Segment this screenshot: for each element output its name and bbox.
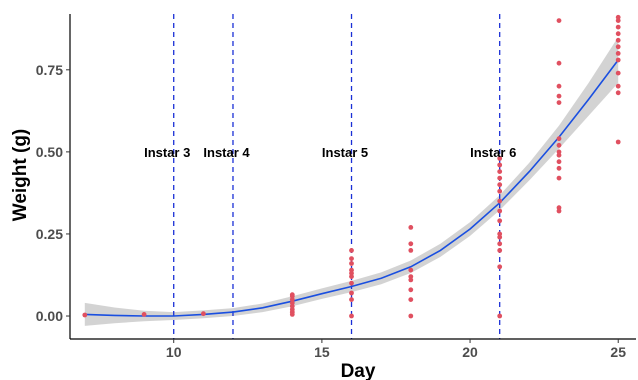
data-point: [615, 37, 621, 43]
y-axis-title: Weight (g): [10, 129, 31, 222]
data-point: [408, 297, 414, 302]
data-point: [408, 248, 414, 253]
data-point: [556, 60, 562, 66]
data-point: [497, 169, 503, 175]
data-point: [289, 292, 295, 298]
data-points-layer: [82, 14, 621, 319]
x-tick-label: 25: [610, 344, 626, 360]
y-tick-label: 0.50: [36, 144, 63, 160]
data-point: [408, 277, 414, 283]
data-point: [497, 156, 503, 161]
smooth-line-layer: [84, 59, 619, 317]
data-point: [615, 18, 621, 23]
data-point: [497, 182, 503, 188]
data-point: [615, 90, 621, 96]
x-tick-label: 10: [166, 344, 182, 360]
data-point: [556, 165, 562, 171]
y-tick-label: 0.25: [36, 226, 63, 242]
data-point: [349, 274, 354, 279]
data-point: [615, 139, 621, 145]
data-point: [615, 57, 621, 63]
data-point: [289, 303, 295, 309]
data-point: [556, 18, 562, 23]
data-point: [615, 51, 621, 56]
y-tick-label: 0.75: [36, 62, 63, 78]
data-point: [141, 312, 147, 317]
data-point: [408, 267, 414, 273]
data-point: [615, 70, 621, 76]
data-point: [349, 256, 354, 261]
data-point: [408, 274, 414, 279]
data-point: [556, 83, 562, 89]
data-point: [497, 313, 503, 319]
data-point: [556, 175, 562, 181]
data-point: [497, 198, 503, 204]
data-point: [556, 149, 562, 155]
data-point: [349, 267, 354, 273]
data-point: [615, 83, 621, 89]
data-point: [497, 175, 503, 181]
data-point: [289, 300, 295, 306]
y-tick-layer: 0.00 0.25 0.50 0.75: [36, 62, 70, 324]
smooth-fit-line: [84, 59, 619, 317]
data-point: [408, 225, 414, 230]
data-point: [556, 208, 562, 214]
data-point: [349, 280, 354, 286]
data-point: [497, 234, 503, 240]
data-point: [615, 31, 621, 37]
data-point: [289, 297, 295, 302]
data-point: [556, 205, 562, 211]
data-point: [497, 218, 503, 224]
data-point: [497, 188, 503, 194]
data-point: [497, 241, 503, 247]
instar-annotation-layer: Instar 3 Instar 4 Instar 5 Instar 6: [144, 145, 516, 160]
y-tick-label: 0.00: [36, 308, 63, 324]
data-point: [556, 100, 562, 105]
data-point: [408, 313, 414, 319]
instar-label-2: Instar 4: [203, 145, 250, 160]
instar-label-4: Instar 6: [470, 145, 516, 160]
data-point: [408, 241, 414, 247]
data-point: [615, 14, 621, 20]
instar-label-1: Instar 3: [144, 145, 190, 160]
data-point: [556, 159, 562, 165]
data-point: [615, 24, 621, 30]
x-tick-label: 15: [314, 344, 330, 360]
data-point: [349, 290, 354, 296]
data-point: [349, 248, 354, 253]
data-point: [408, 287, 414, 293]
data-point: [289, 307, 295, 312]
data-point: [497, 162, 503, 168]
data-point: [497, 231, 503, 237]
data-point: [497, 248, 503, 253]
data-point: [497, 208, 503, 214]
data-point: [556, 142, 562, 148]
x-tick-label: 20: [462, 344, 478, 360]
data-point: [556, 136, 562, 142]
data-point: [201, 311, 206, 317]
x-axis-title: Day: [341, 361, 376, 380]
data-point: [497, 264, 503, 270]
data-point: [349, 313, 354, 319]
data-point: [349, 261, 354, 266]
data-point: [556, 152, 562, 158]
x-tick-layer: 10 15 20 25: [166, 339, 626, 360]
instar-label-3: Instar 5: [322, 145, 368, 160]
data-point: [615, 44, 621, 50]
data-point: [556, 93, 562, 99]
data-point: [82, 312, 88, 318]
data-point: [349, 297, 354, 302]
